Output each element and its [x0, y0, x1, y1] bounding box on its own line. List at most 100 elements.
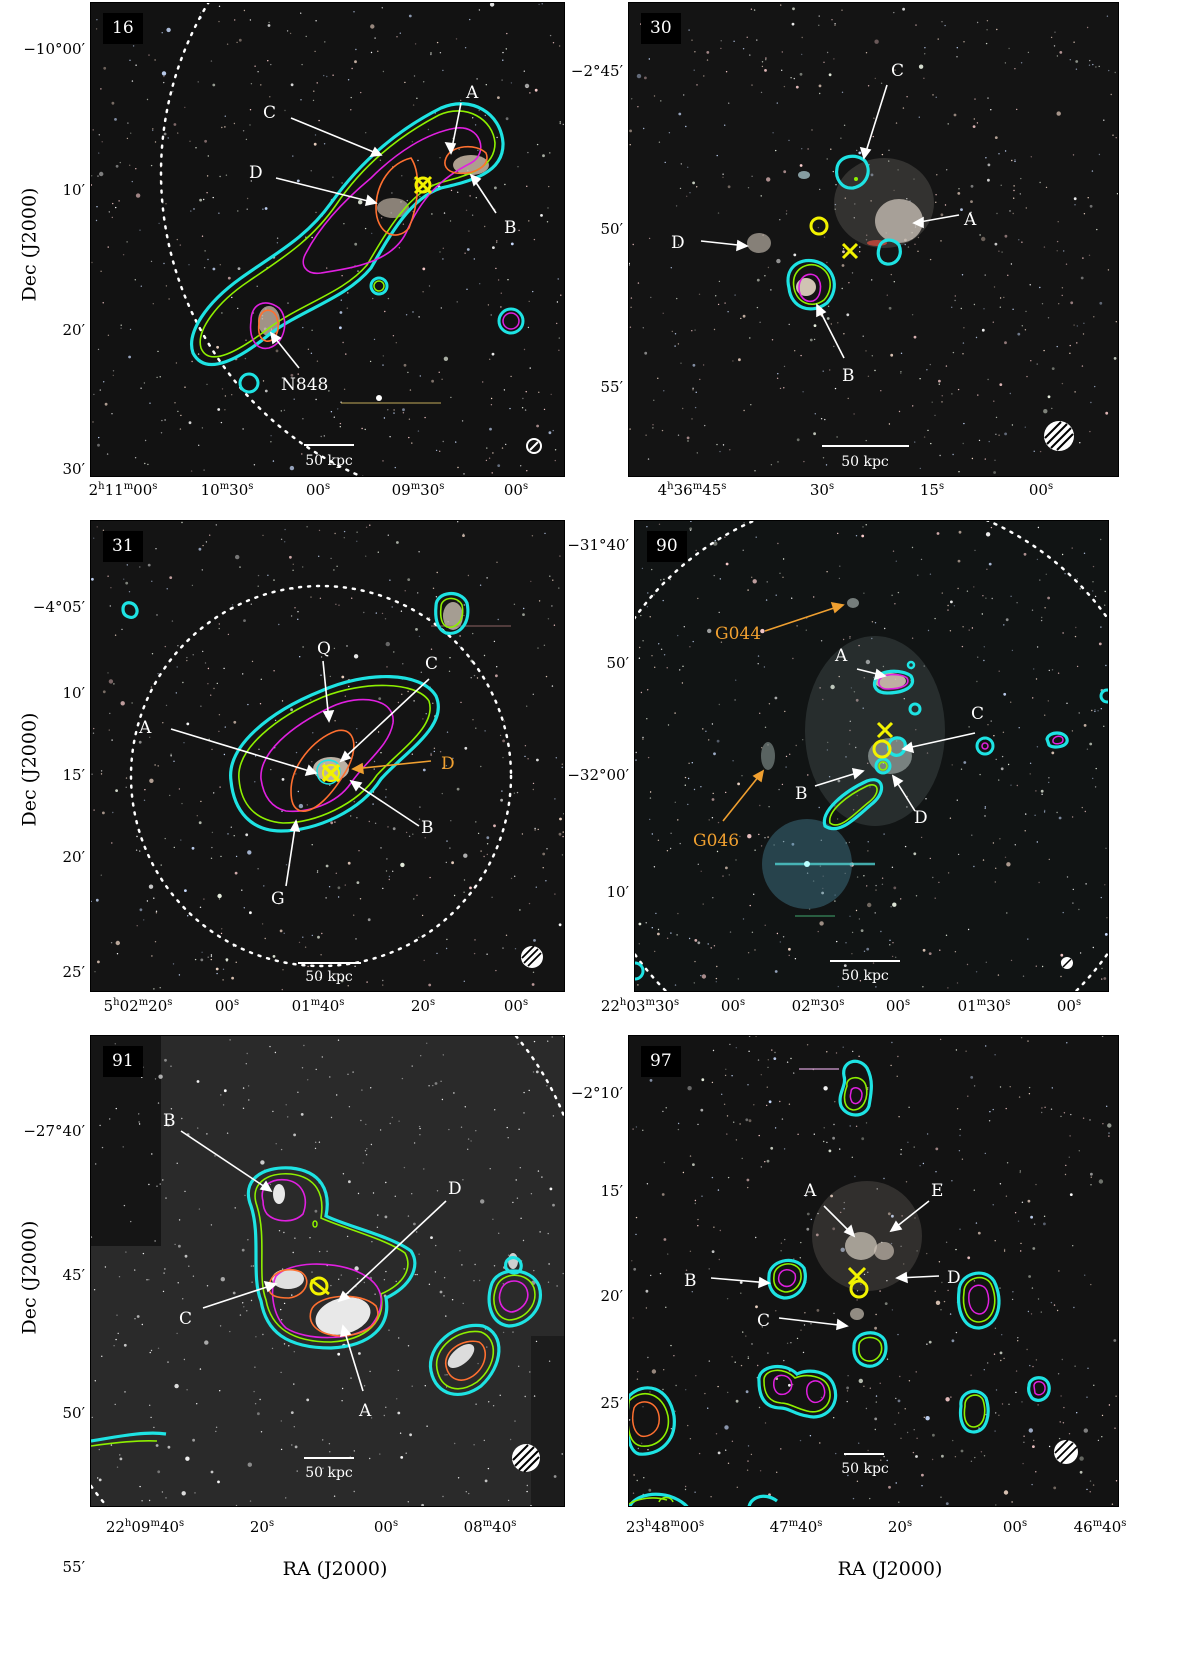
star: [647, 458, 650, 460]
star: [934, 617, 936, 620]
star: [959, 1128, 961, 1131]
star: [955, 1049, 958, 1051]
star: [106, 453, 109, 455]
star: [1090, 1283, 1092, 1286]
star: [801, 36, 803, 39]
star: [1008, 47, 1010, 50]
star: [1020, 177, 1022, 180]
star: [436, 571, 438, 574]
star: [800, 1329, 802, 1331]
star: [1089, 430, 1091, 433]
star: [888, 160, 890, 162]
star: [743, 522, 745, 524]
star: [702, 728, 704, 730]
star: [254, 1403, 257, 1405]
star: [832, 1227, 836, 1231]
star: [649, 791, 652, 793]
star: [940, 213, 944, 217]
star: [994, 459, 996, 461]
star: [96, 206, 98, 208]
star: [635, 751, 637, 754]
dec-tick: 30′: [62, 460, 86, 478]
star: [311, 236, 313, 239]
star: [516, 1197, 519, 1199]
star: [642, 1129, 644, 1131]
star: [1054, 31, 1056, 33]
star: [742, 48, 745, 50]
star: [926, 1343, 928, 1345]
star: [165, 285, 168, 287]
star: [157, 1102, 160, 1104]
star: [886, 1358, 889, 1360]
star: [692, 389, 694, 391]
star: [462, 534, 465, 537]
star: [662, 312, 664, 314]
star: [195, 147, 197, 149]
star: [1020, 1037, 1023, 1039]
star: [1030, 360, 1032, 362]
star: [647, 1449, 649, 1451]
star: [642, 640, 644, 642]
star: [547, 207, 549, 209]
star: [530, 1193, 533, 1195]
star: [297, 1091, 299, 1093]
star: [428, 1085, 430, 1087]
star: [166, 588, 168, 590]
star: [684, 1488, 687, 1491]
star: [252, 1265, 254, 1267]
star: [107, 672, 109, 674]
star: [1016, 108, 1018, 111]
star: [138, 1123, 141, 1125]
star: [554, 449, 557, 451]
star: [385, 641, 390, 647]
star: [526, 1490, 528, 1493]
star: [253, 1390, 255, 1393]
star: [160, 432, 163, 434]
star: [724, 124, 726, 126]
star: [973, 1085, 976, 1087]
star: [92, 421, 94, 423]
star: [923, 1416, 925, 1418]
star: [982, 595, 984, 597]
star: [921, 1485, 923, 1487]
star: [1031, 609, 1034, 611]
star: [166, 27, 171, 33]
star: [182, 681, 184, 684]
star: [1016, 602, 1018, 604]
star: [476, 677, 479, 679]
star: [820, 640, 823, 642]
star: [472, 117, 474, 119]
star: [211, 831, 214, 834]
star: [1041, 616, 1043, 619]
star: [1086, 1396, 1088, 1398]
star: [867, 841, 869, 843]
star: [1056, 1309, 1059, 1312]
star: [552, 579, 554, 581]
star: [274, 719, 277, 722]
star: [101, 141, 103, 143]
star: [373, 760, 376, 763]
star: [532, 971, 535, 973]
star: [835, 184, 837, 186]
star: [192, 1438, 195, 1442]
star: [293, 398, 295, 400]
star: [381, 612, 384, 615]
star: [147, 563, 151, 567]
star: [1089, 204, 1093, 208]
star: [865, 524, 867, 526]
star: [356, 817, 358, 819]
star: [405, 314, 408, 316]
star: [637, 106, 639, 108]
star: [900, 372, 902, 374]
star: [203, 469, 205, 471]
star: [190, 470, 193, 472]
star: [535, 1340, 538, 1343]
star: [464, 746, 468, 750]
star: [529, 92, 531, 94]
star: [537, 1170, 540, 1172]
star: [906, 1431, 909, 1434]
star: [697, 1225, 699, 1227]
star: [694, 1202, 696, 1205]
star: [1058, 303, 1060, 305]
star: [1081, 806, 1083, 809]
